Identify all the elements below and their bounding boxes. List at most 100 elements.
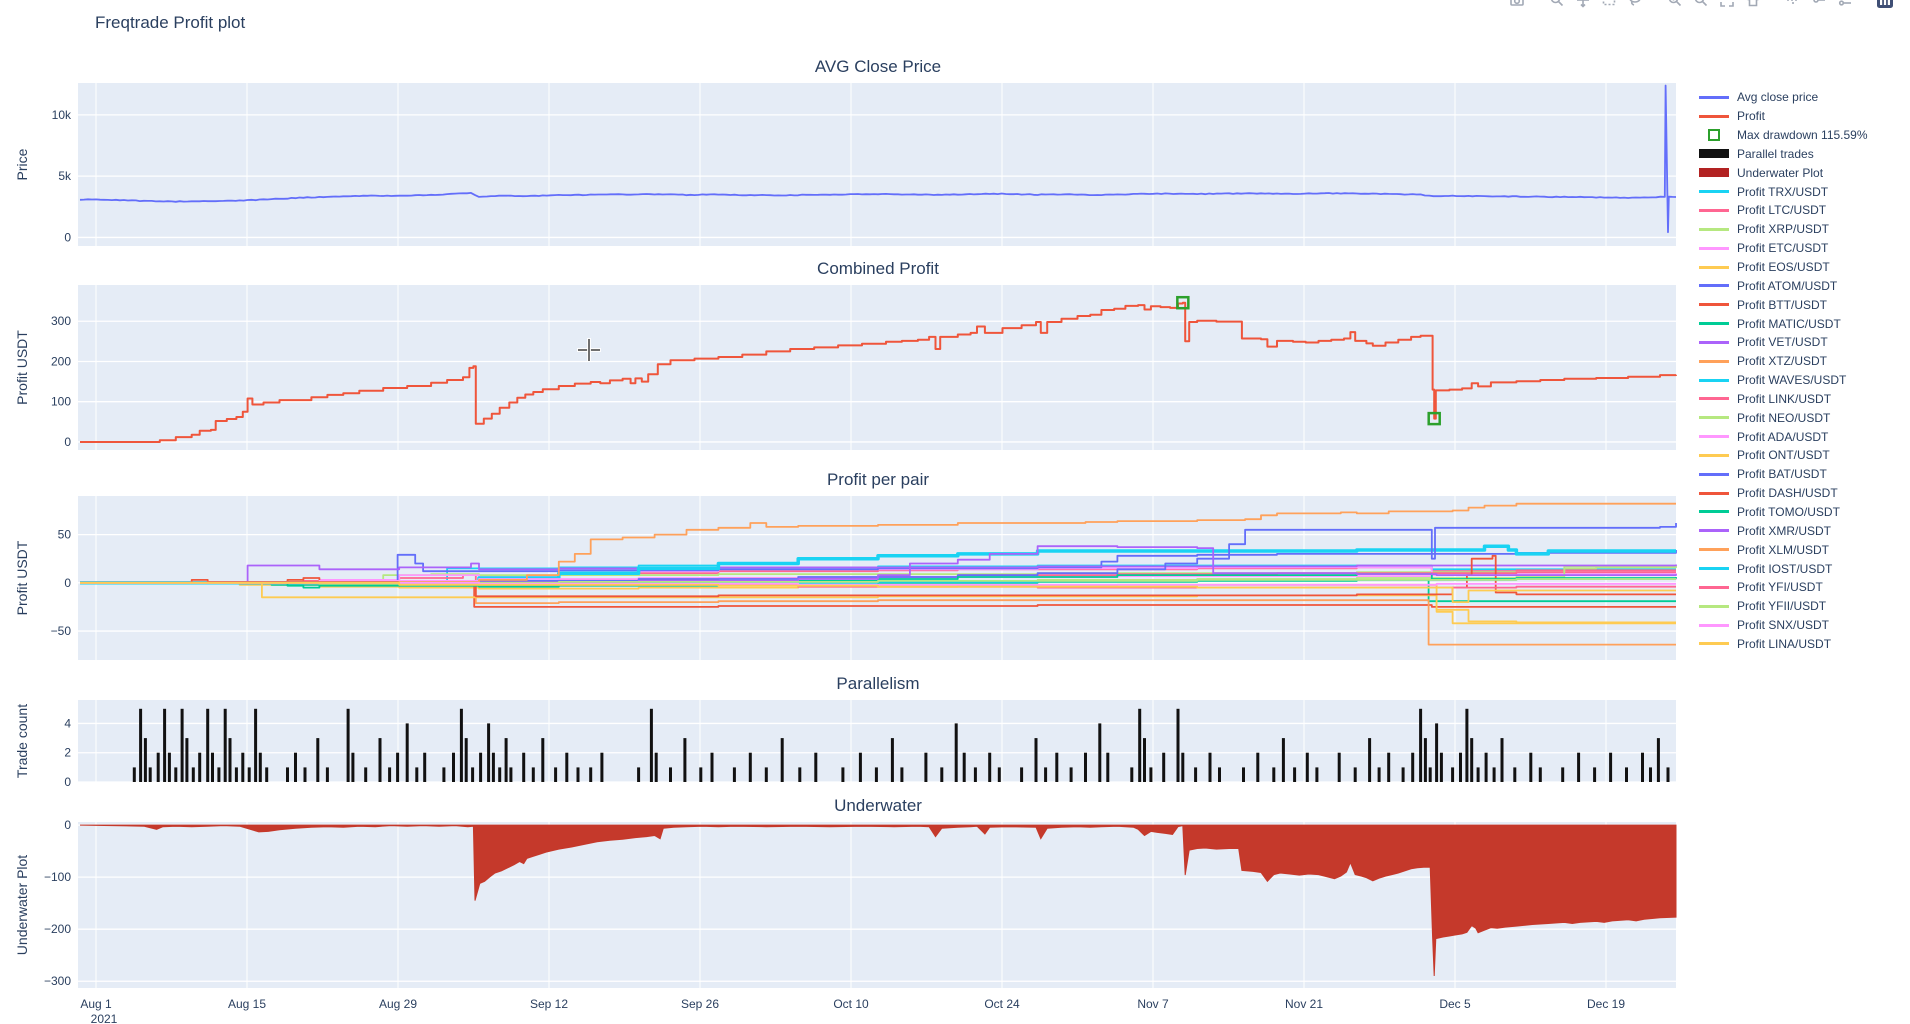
legend-item-underwater-plot[interactable]: Underwater Plot	[1699, 163, 1868, 182]
legend-item-label: Profit	[1737, 109, 1766, 124]
trade-count-bar	[1337, 752, 1341, 782]
line-swatch-icon	[1699, 510, 1729, 514]
trade-count-bar	[452, 752, 455, 782]
trade-count-bar	[509, 767, 513, 782]
legend-item-profit-atom-usdt[interactable]: Profit ATOM/USDT	[1699, 276, 1868, 295]
line-swatch-icon	[1699, 585, 1729, 589]
subplot-title-underwater: Underwater	[834, 796, 922, 815]
trade-count-bar	[1609, 752, 1613, 782]
legend-item-profit-neo-usdt[interactable]: Profit NEO/USDT	[1699, 408, 1868, 427]
legend-item-profit-xrp-usdt[interactable]: Profit XRP/USDT	[1699, 220, 1868, 239]
line-swatch-icon	[1699, 190, 1729, 194]
plot-area-avg-close-price[interactable]	[78, 83, 1676, 246]
max-drawdown-marker	[1427, 411, 1441, 426]
legend-item-label: Profit MATIC/USDT	[1737, 316, 1841, 331]
hover-closest-icon[interactable]	[1806, 0, 1832, 9]
y-axis-title-underwater: Underwater Plot	[14, 855, 30, 955]
legend-item-profit-xmr-usdt[interactable]: Profit XMR/USDT	[1699, 521, 1868, 540]
zoom-out-icon[interactable]	[1688, 0, 1714, 9]
trade-count-bar	[346, 708, 350, 782]
legend-item-label: Profit TOMO/USDT	[1737, 504, 1840, 519]
subplot-title-parallelism: Parallelism	[836, 674, 919, 693]
trade-count-bar	[1281, 738, 1285, 782]
hover-compare-icon[interactable]	[1832, 0, 1858, 9]
trade-count-bar	[185, 738, 189, 782]
legend-item-profit-yfi-usdt[interactable]: Profit YFI/USDT	[1699, 578, 1868, 597]
trade-count-bar	[576, 767, 580, 782]
line-swatch-icon	[1699, 265, 1729, 269]
y-tick-label: 300	[51, 314, 71, 328]
legend-item-profit-bat-usdt[interactable]: Profit BAT/USDT	[1699, 465, 1868, 484]
camera-icon[interactable]	[1504, 0, 1530, 9]
trade-count-bar	[1181, 752, 1185, 782]
trade-count-bar	[589, 767, 593, 782]
legend-item-avg-close-price[interactable]: Avg close price	[1699, 88, 1868, 107]
trade-count-bar	[997, 767, 1001, 782]
zoom-in-icon[interactable]	[1662, 0, 1688, 9]
legend-item-profit-matic-usdt[interactable]: Profit MATIC/USDT	[1699, 314, 1868, 333]
trade-count-bar	[1500, 738, 1504, 782]
trade-count-bar	[174, 767, 178, 782]
y-axis-title-profit-per-pair: Profit USDT	[14, 540, 30, 615]
legend-item-label: Profit TRX/USDT	[1737, 184, 1829, 199]
trade-count-bar	[351, 752, 355, 782]
legend-item-profit[interactable]: Profit	[1699, 107, 1868, 126]
trade-count-bar	[1465, 708, 1469, 782]
trade-count-bar	[798, 767, 802, 782]
legend-item-profit-yfii-usdt[interactable]: Profit YFII/USDT	[1699, 597, 1868, 616]
y-tick-label: −300	[44, 974, 71, 988]
legend-item-profit-dash-usdt[interactable]: Profit DASH/USDT	[1699, 484, 1868, 503]
toggle-spikelines-icon[interactable]	[1780, 0, 1806, 9]
zoom-icon[interactable]	[1544, 0, 1570, 9]
pan-icon[interactable]	[1570, 0, 1596, 9]
trade-count-bar	[1476, 767, 1480, 782]
legend-item-profit-xlm-usdt[interactable]: Profit XLM/USDT	[1699, 540, 1868, 559]
x-tick-label: Aug 15	[228, 997, 266, 1011]
y-tick-label: 0	[64, 230, 71, 244]
trade-count-bar	[531, 767, 535, 782]
y-tick-label: 10k	[52, 108, 72, 122]
series-profit-xmr-usdt	[80, 545, 1677, 584]
y-tick-label: 0	[64, 775, 71, 789]
legend-item-profit-xtz-usdt[interactable]: Profit XTZ/USDT	[1699, 352, 1868, 371]
trade-count-bar	[254, 708, 258, 782]
line-swatch-icon	[1699, 397, 1729, 401]
plot-area-combined-profit[interactable]	[78, 285, 1676, 450]
series-underwater-plot	[79, 824, 1677, 977]
lasso-icon[interactable]	[1622, 0, 1648, 9]
trade-count-bar	[1162, 752, 1166, 782]
legend-item-profit-tomo-usdt[interactable]: Profit TOMO/USDT	[1699, 503, 1868, 522]
legend-item-profit-ont-usdt[interactable]: Profit ONT/USDT	[1699, 446, 1868, 465]
legend-item-parallel-trades[interactable]: Parallel trades	[1699, 145, 1868, 164]
legend-item-profit-waves-usdt[interactable]: Profit WAVES/USDT	[1699, 371, 1868, 390]
reset-axes-icon[interactable]	[1740, 0, 1766, 9]
trade-count-bar	[471, 767, 475, 782]
trade-count-bar	[1593, 767, 1597, 782]
legend-item-profit-vet-usdt[interactable]: Profit VET/USDT	[1699, 333, 1868, 352]
legend-item-profit-ltc-usdt[interactable]: Profit LTC/USDT	[1699, 201, 1868, 220]
plotly-logo-icon[interactable]	[1872, 0, 1898, 9]
legend-item-profit-eos-usdt[interactable]: Profit EOS/USDT	[1699, 258, 1868, 277]
legend-item-profit-link-usdt[interactable]: Profit LINK/USDT	[1699, 390, 1868, 409]
legend-item-label: Underwater Plot	[1737, 165, 1824, 180]
trade-count-bar	[890, 738, 894, 782]
box-select-icon[interactable]	[1596, 0, 1622, 9]
legend-item-profit-snx-usdt[interactable]: Profit SNX/USDT	[1699, 616, 1868, 635]
autoscale-icon[interactable]	[1714, 0, 1740, 9]
legend-item-max-drawdown-115-59-[interactable]: Max drawdown 115.59%	[1699, 126, 1868, 145]
legend-item-profit-etc-usdt[interactable]: Profit ETC/USDT	[1699, 239, 1868, 258]
x-tick-label: Sep 26	[681, 997, 719, 1011]
trade-count-bar	[388, 767, 392, 782]
x-tick-label: Dec 19	[1587, 997, 1625, 1011]
legend-item-profit-ada-usdt[interactable]: Profit ADA/USDT	[1699, 427, 1868, 446]
legend-item-profit-trx-usdt[interactable]: Profit TRX/USDT	[1699, 182, 1868, 201]
legend-item-label: Profit WAVES/USDT	[1737, 373, 1847, 388]
trade-count-bar	[504, 738, 508, 782]
legend-item-profit-iost-usdt[interactable]: Profit IOST/USDT	[1699, 559, 1868, 578]
legend-item-profit-lina-usdt[interactable]: Profit LINA/USDT	[1699, 634, 1868, 653]
trade-count-bar	[1044, 767, 1048, 782]
x-tick-label: Nov 7	[1137, 997, 1169, 1011]
trade-count-bar	[710, 752, 714, 782]
legend-item-profit-btt-usdt[interactable]: Profit BTT/USDT	[1699, 295, 1868, 314]
trade-count-bar	[1529, 752, 1533, 782]
